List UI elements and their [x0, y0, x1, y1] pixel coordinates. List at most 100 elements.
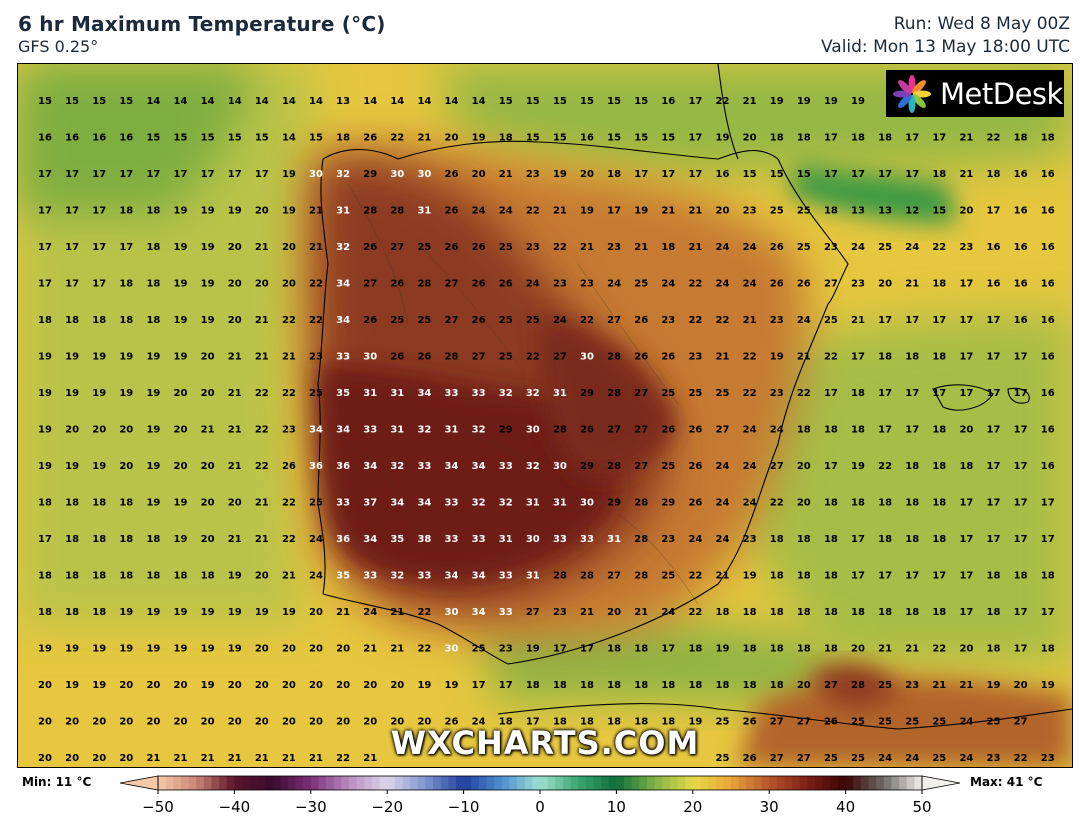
grid-value: 13 [336, 96, 350, 107]
grid-value: 31 [553, 388, 567, 399]
grid-value: 15 [607, 96, 621, 107]
grid-value: 21 [716, 352, 730, 363]
grid-value: 31 [526, 498, 540, 509]
grid-value: 17 [472, 680, 486, 691]
grid-value: 25 [499, 242, 513, 253]
grid-value: 31 [445, 425, 459, 436]
grid-value: 17 [959, 388, 973, 399]
grid-value: 21 [363, 644, 377, 655]
grid-value: 16 [1041, 169, 1055, 180]
grid-value: 22 [255, 388, 269, 399]
colorbar-cell [532, 776, 541, 790]
grid-value: 16 [1014, 279, 1028, 290]
grid-value: 19 [851, 461, 865, 472]
grid-value: 19 [201, 315, 215, 326]
grid-value: 23 [499, 644, 513, 655]
grid-value: 27 [445, 279, 459, 290]
colorbar-cell [547, 776, 556, 790]
grid-value: 19 [119, 644, 133, 655]
grid-value: 18 [987, 607, 1001, 618]
temperature-map[interactable]: 15 15 15 15 14 14 14 14 14 14 14 13 14 14 14 14 14 15 15 15… [17, 63, 1073, 768]
colorbar-cell [646, 776, 655, 790]
grid-value: 17 [1041, 498, 1055, 509]
grid-value: 14 [174, 96, 188, 107]
grid-value: 29 [580, 461, 594, 472]
grid-value: 20 [1014, 680, 1028, 691]
grid-value: 20 [201, 534, 215, 545]
grid-value: 18 [65, 534, 79, 545]
grid-value: 16 [1014, 315, 1028, 326]
grid-value: 30 [309, 169, 323, 180]
grid-value: 33 [336, 352, 350, 363]
grid-value: 17 [851, 534, 865, 545]
grid-value: 17 [905, 425, 919, 436]
grid-value: 17 [987, 315, 1001, 326]
grid-value: 18 [146, 534, 160, 545]
grid-value: 19 [65, 461, 79, 472]
grid-value: 23 [824, 242, 838, 253]
colorbar-cell [387, 776, 396, 790]
grid-value: 22 [688, 571, 702, 582]
grid-value: 18 [65, 498, 79, 509]
grid-value: 23 [743, 534, 757, 545]
grid-value: 15 [661, 133, 675, 144]
grid-value: 17 [959, 498, 973, 509]
grid-value: 28 [417, 279, 431, 290]
grid-value: 20 [282, 279, 296, 290]
grid-value: 21 [255, 498, 269, 509]
colorbar-cell [478, 776, 487, 790]
grid-value: 18 [905, 461, 919, 472]
colorbar-cell [700, 776, 709, 790]
grid-value: 27 [553, 352, 567, 363]
grid-value: 20 [146, 680, 160, 691]
grid-value: 17 [92, 279, 106, 290]
grid-value: 20 [363, 680, 377, 691]
grid-value: 26 [445, 169, 459, 180]
grid-value: 19 [282, 607, 296, 618]
grid-value: 18 [878, 498, 892, 509]
grid-value: 16 [987, 279, 1001, 290]
grid-value: 17 [38, 534, 52, 545]
colorbar-cell [876, 776, 885, 790]
grid-value: 25 [688, 388, 702, 399]
grid-value: 25 [309, 388, 323, 399]
grid-value: 28 [580, 571, 594, 582]
grid-value: 21 [878, 644, 892, 655]
grid-value: 33 [445, 498, 459, 509]
grid-value: 23 [743, 206, 757, 217]
colorbar-cell [540, 776, 549, 790]
grid-value: 17 [824, 169, 838, 180]
grid-value: 32 [417, 425, 431, 436]
grid-value: 27 [716, 425, 730, 436]
grid-value: 32 [499, 498, 513, 509]
grid-value: 24 [905, 753, 919, 764]
grid-value: 22 [553, 242, 567, 253]
grid-value: 17 [38, 206, 52, 217]
grid-value: 17 [905, 133, 919, 144]
grid-value: 15 [201, 133, 215, 144]
grid-value: 28 [390, 206, 404, 217]
grid-value: 16 [580, 133, 594, 144]
grid-value: 25 [905, 717, 919, 728]
grid-value: 20 [228, 242, 242, 253]
grid-value: 17 [688, 96, 702, 107]
grid-value: 17 [987, 388, 1001, 399]
colorbar-cell [807, 776, 816, 790]
grid-value: 20 [309, 717, 323, 728]
grid-value: 20 [580, 169, 594, 180]
colorbar-cell [425, 776, 434, 790]
watermark: WXCHARTS.COM [390, 724, 700, 762]
grid-value: 19 [174, 242, 188, 253]
grid-value: 23 [553, 279, 567, 290]
grid-value: 33 [336, 498, 350, 509]
grid-value: 20 [92, 717, 106, 728]
grid-value: 19 [201, 279, 215, 290]
grid-value: 34 [445, 461, 459, 472]
chart-title: 6 hr Maximum Temperature (°C) [18, 12, 386, 36]
grid-value-labels: 15 15 15 15 14 14 14 14 14 14 14 13 14 14 14 14 14 15 15 15… [38, 96, 1055, 764]
colorbar-cell [440, 776, 449, 790]
grid-value: 18 [634, 717, 648, 728]
grid-value: 17 [851, 352, 865, 363]
grid-value: 17 [851, 169, 865, 180]
grid-value: 17 [987, 206, 1001, 217]
